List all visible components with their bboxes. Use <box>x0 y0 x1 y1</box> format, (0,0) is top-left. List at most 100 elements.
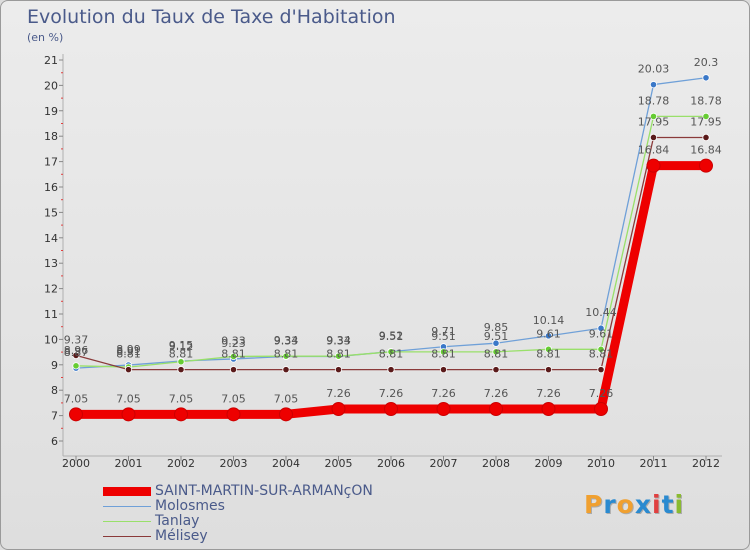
data-point <box>544 366 553 374</box>
logo-letter: P <box>584 490 604 519</box>
legend-swatch <box>103 521 151 522</box>
y-tick-label: 20 <box>44 79 58 92</box>
data-label: 7.26 <box>379 387 404 400</box>
data-point <box>544 345 553 353</box>
data-label: 9.51 <box>484 330 509 343</box>
logo-letter: o <box>616 490 635 519</box>
data-point <box>334 352 343 360</box>
x-tick-label: 2007 <box>430 457 458 470</box>
data-point <box>436 401 451 416</box>
data-label: 20.03 <box>638 63 670 76</box>
data-point <box>282 352 290 360</box>
data-point <box>649 112 658 120</box>
data-label: 20.3 <box>694 56 719 69</box>
data-label: 7.26 <box>589 387 614 400</box>
data-label: 9.34 <box>274 334 299 347</box>
data-label: 17.95 <box>690 115 722 128</box>
data-label: 10.44 <box>585 306 617 319</box>
legend-label: Tanlay <box>155 513 200 529</box>
data-point <box>544 332 553 340</box>
data-label: 16.84 <box>638 144 670 157</box>
logo-letter: t <box>661 490 675 519</box>
x-tick-label: 2012 <box>692 457 720 470</box>
data-point <box>702 74 710 82</box>
data-label: 7.26 <box>326 387 351 400</box>
x-tick-label: 2006 <box>377 457 405 470</box>
data-point <box>492 366 500 374</box>
data-label: 8.81 <box>274 348 299 361</box>
data-point <box>489 401 503 416</box>
data-label: 8.81 <box>169 348 194 361</box>
data-point <box>121 407 136 422</box>
data-label: 8.91 <box>116 345 141 358</box>
y-tick-label: 7 <box>51 410 58 423</box>
legend-label: Mélisey <box>155 528 208 544</box>
data-point <box>384 401 398 416</box>
y-tick-label: 19 <box>44 105 58 118</box>
x-tick-label: 2005 <box>325 457 353 470</box>
data-label: 9.51 <box>431 330 456 343</box>
data-label: 8.81 <box>379 348 404 361</box>
data-label: 9.33 <box>274 334 299 347</box>
data-label: 10.14 <box>533 314 565 327</box>
data-point <box>334 366 343 374</box>
y-tick-label: 15 <box>44 206 58 219</box>
x-tick-label: 2008 <box>482 457 510 470</box>
data-label: 7.05 <box>274 392 299 405</box>
y-tick-label: 9 <box>51 359 58 372</box>
data-point <box>649 133 658 142</box>
chart-title: Evolution du Taux de Taxe d'Habitation <box>27 6 396 28</box>
data-label: 8.96 <box>64 344 89 357</box>
data-label: 9.33 <box>326 334 351 347</box>
data-point <box>174 407 188 422</box>
data-label: 9.37 <box>64 333 89 346</box>
x-tick-label: 2009 <box>535 457 563 470</box>
chart-subtitle: (en %) <box>27 31 64 44</box>
y-tick-label: 14 <box>44 232 58 245</box>
legend-label: Molosmes <box>155 498 225 514</box>
data-point <box>594 401 608 416</box>
y-tick-label: 11 <box>44 308 58 321</box>
legend-swatch <box>103 487 151 496</box>
y-tick-label: 8 <box>51 384 58 397</box>
x-tick-label: 2000 <box>62 457 90 470</box>
data-label: 8.81 <box>326 348 351 361</box>
data-point <box>597 324 605 332</box>
data-point <box>279 407 293 422</box>
proxiti-logo: Proxiti <box>584 490 684 519</box>
data-point <box>646 158 661 173</box>
data-point <box>439 348 448 356</box>
data-point <box>492 339 500 347</box>
x-tick-label: 2011 <box>640 457 668 470</box>
y-tick-label: 16 <box>44 181 58 194</box>
y-tick-label: 18 <box>44 130 58 143</box>
x-tick-label: 2004 <box>272 457 300 470</box>
y-tick-label: 10 <box>44 333 58 346</box>
y-tick-label: 17 <box>44 156 58 169</box>
data-point <box>597 345 605 353</box>
legend-swatch <box>103 506 151 507</box>
data-point <box>702 112 710 120</box>
data-label: 9.34 <box>326 334 351 347</box>
data-label: 9.52 <box>379 330 404 343</box>
data-point <box>177 358 185 366</box>
x-tick-label: 2001 <box>115 457 143 470</box>
data-label: 9.71 <box>431 325 456 338</box>
data-label: 8.81 <box>536 348 561 361</box>
logo-letter: i <box>652 490 662 519</box>
data-label: 7.05 <box>169 392 194 405</box>
data-point <box>282 366 290 374</box>
data-label: 8.99 <box>116 343 141 356</box>
legend-swatch <box>103 536 151 537</box>
data-point <box>229 352 238 361</box>
data-point <box>124 366 133 374</box>
data-label: 8.81 <box>116 348 141 361</box>
data-point <box>702 133 710 142</box>
data-label: 7.05 <box>221 392 246 405</box>
data-label: 9.61 <box>589 327 614 340</box>
data-point <box>387 366 395 374</box>
logo-letter: r <box>603 490 617 519</box>
data-point <box>72 351 80 360</box>
